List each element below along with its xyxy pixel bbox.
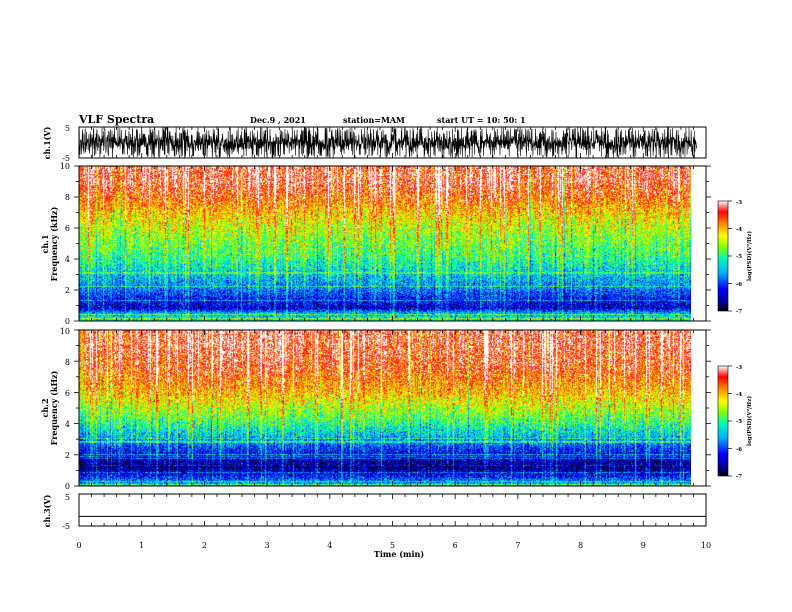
ch1-cb-tick-neg6: -6: [736, 282, 742, 288]
ch2-spectrogram-ticks: [74, 329, 711, 487]
ch1-ytick-6: 6: [65, 224, 70, 233]
ch1-ytick-0: 0: [65, 317, 70, 326]
ch1-spectrogram-panel: 0 2 4 6 8 10 ch.1 Frequency (kHz) -3 -4 …: [40, 162, 753, 326]
x-tick-8: 8: [578, 541, 583, 550]
ch2-ytick-10: 10: [60, 327, 70, 336]
ch1-cb-tick-neg5: -5: [736, 254, 742, 260]
ch2-spectrogram-panel: 0 2 4 6 8 10 ch.2 Frequency (kHz) -3 -4 …: [40, 327, 753, 491]
ch2-ytick-4: 4: [65, 420, 70, 429]
x-tick-4: 4: [327, 541, 332, 550]
ch1-waveform-trace: [78, 126, 697, 158]
ch2-cb-tick-neg7: -7: [736, 474, 742, 480]
ch1-waveform-xticks: [78, 127, 707, 158]
ch1-colorbar-label: log(PSD)(V²/Hz): [746, 231, 753, 281]
ch1-cb-tick-neg3: -3: [736, 200, 742, 206]
ch3-ytick-neg5: -5: [62, 522, 70, 531]
x-tick-1: 1: [139, 541, 144, 550]
ch1-cb-tick-neg7: -7: [736, 309, 742, 315]
ch2-spectrogram-ylabel-frequency: Frequency (kHz): [49, 370, 59, 445]
ch2-spectrogram-ylabel-channel: ch.2: [40, 398, 50, 417]
ch2-colorbar-label: log(PSD)(V²/Hz): [746, 396, 753, 446]
ch2-ytick-0: 0: [65, 482, 70, 491]
x-tick-10: 10: [701, 541, 711, 550]
x-axis-label: Time (min): [374, 549, 424, 559]
ch2-ytick-6: 6: [65, 389, 70, 398]
station-label: station=MAM: [343, 115, 405, 125]
ch1-ytick-5: 5: [65, 124, 70, 133]
ch3-waveform-xticks: [78, 494, 707, 526]
x-tick-9: 9: [641, 541, 646, 550]
ch1-colorbar-ticks: [728, 200, 732, 312]
x-tick-5: 5: [390, 541, 395, 550]
ch1-ytick-10: 10: [60, 162, 70, 171]
ch2-ytick-8: 8: [65, 358, 70, 367]
ch1-spectrogram-ylabel-frequency: Frequency (kHz): [49, 206, 59, 281]
ch2-colorbar-ticks: [728, 365, 732, 477]
ch1-waveform-line: [78, 126, 697, 158]
ch3-waveform-ylabel: ch.3(V): [42, 494, 52, 527]
x-tick-6: 6: [453, 541, 458, 550]
ch2-cb-tick-neg4: -4: [736, 392, 742, 398]
figure-title: VLF Spectra: [78, 113, 154, 126]
x-tick-2: 2: [202, 541, 207, 550]
x-tick-3: 3: [265, 541, 270, 550]
ch1-ytick-4: 4: [65, 255, 70, 264]
ch1-spectrogram-image: [79, 166, 691, 321]
ch1-waveform-panel: 5 -5 ch.1(V): [42, 124, 707, 163]
ch1-spectrogram-ticks: [74, 165, 711, 322]
x-tick-7: 7: [515, 541, 520, 550]
ch2-cb-tick-neg5: -5: [736, 419, 742, 425]
start-ut-label: start UT = 10: 50: 1: [437, 115, 526, 125]
ch2-colorbar: [717, 365, 729, 477]
ch1-ytick-neg5: -5: [62, 154, 70, 163]
ch2-ytick-2: 2: [65, 451, 70, 460]
ch1-spectrogram-ylabel-channel: ch.1: [40, 234, 50, 253]
date-label: Dec.9 , 2021: [250, 115, 306, 125]
ch2-cb-tick-neg6: -6: [736, 447, 742, 453]
ch2-cb-tick-neg3: -3: [736, 365, 742, 371]
ch1-waveform-ylabel: ch.1(V): [42, 126, 52, 159]
ch1-ytick-8: 8: [65, 193, 70, 202]
ch1-ytick-2: 2: [65, 286, 70, 295]
ch3-ytick-5: 5: [65, 493, 70, 502]
ch3-waveform-panel: 5 -5 ch.3(V) 0 1 2 3 4 5 6 7 8 9 10 Time…: [42, 493, 711, 559]
ch1-cb-tick-neg4: -4: [736, 227, 742, 233]
x-tick-0: 0: [76, 541, 81, 550]
ch1-colorbar: [717, 200, 729, 312]
ch2-spectrogram-image: [79, 330, 691, 486]
